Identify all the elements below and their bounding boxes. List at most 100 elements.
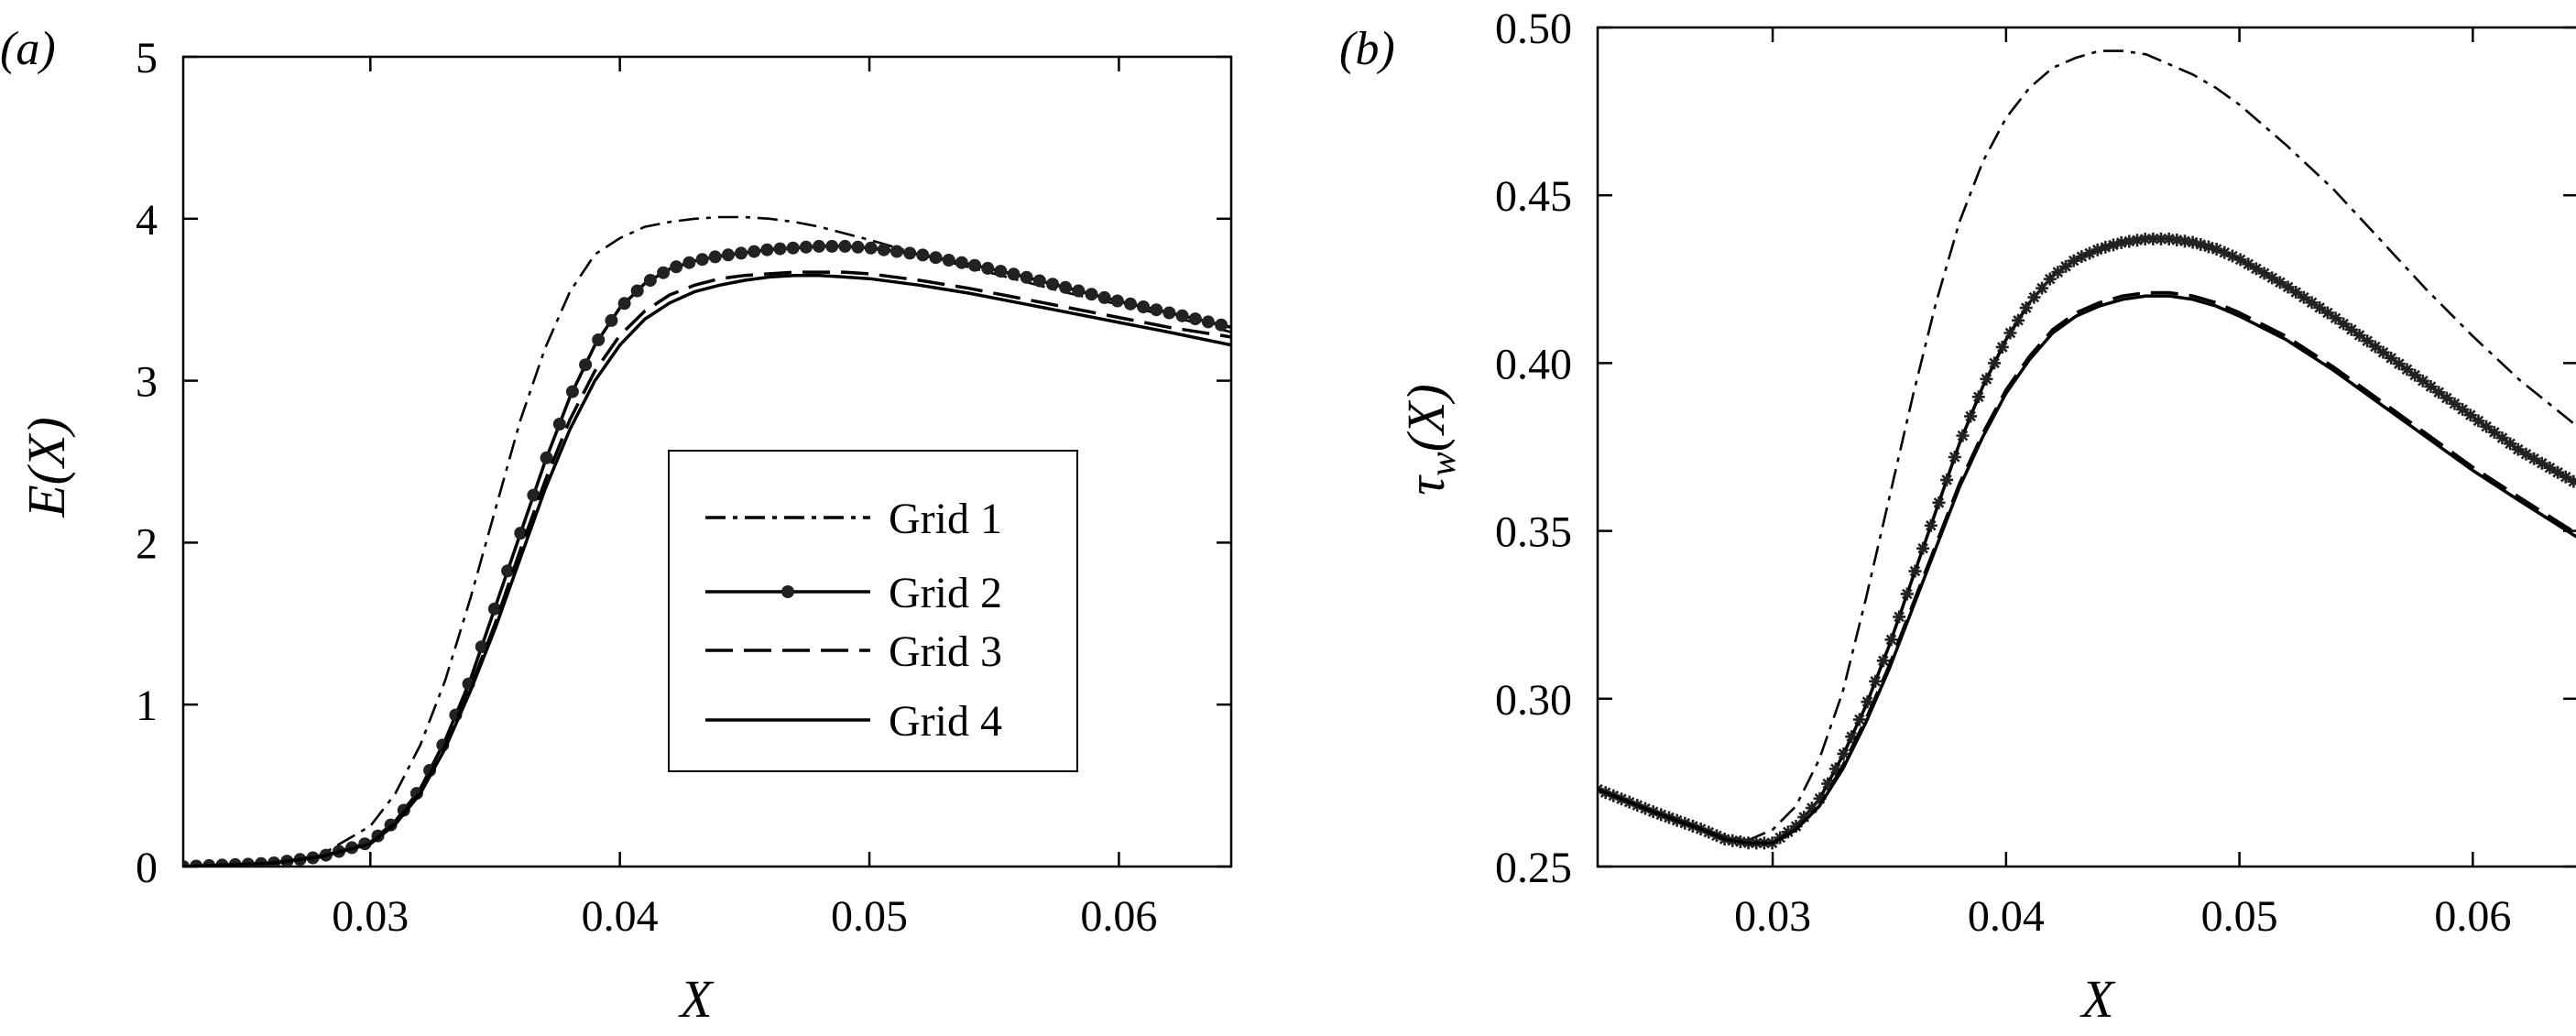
marker-b-2-115: [2504, 437, 2517, 451]
marker-b-2-45: [1948, 450, 1961, 463]
marker-b-2-52: [2003, 326, 2017, 340]
markers-b-grid2: [1598, 232, 2576, 850]
marker-a-2-32: [592, 333, 606, 346]
legend-label-grid1: Grid 1: [889, 495, 1002, 543]
marker-b-2-96: [2352, 328, 2366, 342]
marker-b-2-51: [1995, 340, 2009, 354]
ytick-label-b-3: 0.40: [1495, 340, 1572, 388]
marker-b-2-56: [2036, 281, 2049, 295]
marker-b-2-57: [2043, 272, 2057, 286]
marker-b-2-68: [2131, 234, 2145, 247]
marker-a-2-68: [1059, 280, 1073, 294]
marker-a-2-55: [890, 245, 903, 258]
legend-marker-grid2: [781, 585, 794, 598]
marker-b-2-94: [2337, 317, 2351, 331]
marker-b-2-50: [1988, 356, 2002, 370]
series-b-grid1: [1598, 49, 2576, 841]
marker-b-2-63: [2090, 243, 2104, 256]
marker-a-2-51: [838, 239, 852, 253]
panel-a-ylabel: E(X): [16, 417, 76, 518]
marker-b-2-69: [2138, 232, 2152, 245]
marker-a-2-41: [708, 250, 722, 264]
marker-b-2-44: [1940, 473, 1954, 486]
marker-b-2-95: [2344, 322, 2358, 336]
legend-item-grid1: Grid 1: [705, 495, 1002, 543]
marker-b-2-28: [1813, 791, 1827, 805]
marker-b-2-77: [2201, 240, 2215, 254]
panel-a-frame: [181, 55, 1233, 868]
marker-b-2-26: [1797, 811, 1811, 824]
marker-b-2-91: [2313, 300, 2327, 314]
marker-b-2-120: [2543, 461, 2557, 474]
legend-item-grid3: Grid 3: [705, 627, 1002, 676]
marker-b-2-42: [1924, 518, 1937, 532]
series-b-grid2: [1598, 237, 2576, 845]
marker-a-2-54: [877, 243, 890, 256]
ytick-label-a-2: 2: [136, 519, 158, 568]
marker-b-2-87: [2281, 280, 2295, 294]
marker-b-2-64: [2099, 240, 2112, 254]
legend-label-grid3: Grid 3: [889, 627, 1002, 676]
marker-b-2-105: [2424, 380, 2438, 394]
marker-b-2-70: [2146, 232, 2160, 245]
ytick-label-b-4: 0.45: [1495, 172, 1572, 221]
marker-a-2-75: [1150, 303, 1163, 317]
marker-a-2-38: [670, 260, 683, 274]
marker-a-2-63: [994, 265, 1008, 278]
marker-a-2-62: [981, 261, 995, 275]
marker-b-2-35: [1869, 674, 1883, 688]
marker-b-2-31: [1837, 747, 1850, 760]
ytick-label-a-3: 3: [136, 358, 158, 407]
marker-b-2-41: [1916, 541, 1930, 555]
marker-b-2-104: [2416, 374, 2429, 387]
marker-a-2-27: [527, 488, 540, 502]
marker-b-2-99: [2376, 345, 2390, 359]
marker-a-2-24: [487, 602, 501, 616]
marker-b-2-81: [2233, 253, 2247, 267]
marker-b-2-73: [2170, 234, 2184, 247]
marker-a-2-77: [1175, 309, 1189, 322]
marker-b-2-24: [1781, 825, 1795, 839]
marker-b-2-122: [2559, 470, 2572, 484]
marker-a-2-76: [1162, 306, 1176, 320]
legend-box: [668, 450, 1078, 772]
marker-a-2-33: [605, 313, 618, 327]
xtick-label-b-2: 0.05: [2201, 892, 2278, 941]
marker-a-2-65: [1020, 270, 1033, 284]
panel-a-series: [183, 215, 1231, 867]
marker-a-2-29: [552, 418, 566, 431]
marker-a-2-47: [786, 241, 800, 255]
marker-b-2-30: [1828, 762, 1842, 776]
panel-a-chart: (a) 0.03 0.04 0.05 0.06 0 1 2 3 4 5 X E(X) Grid 1…: [0, 23, 1233, 1029]
marker-b-2-66: [2114, 235, 2128, 249]
ytick-label-b-0: 0.25: [1495, 844, 1572, 892]
marker-b-2-111: [2472, 414, 2485, 428]
panel-b-chart: (b) 0.03 0.04 0.05 0.06 0.25 0.30 0.35 0.40 0.45…: [1339, 5, 2576, 1029]
marker-b-2-29: [1821, 777, 1835, 791]
marker-b-2-118: [2527, 452, 2541, 465]
panel-b-frame: [1596, 26, 2576, 868]
marker-a-2-35: [630, 284, 644, 298]
xtick-label-b-1: 0.04: [1968, 892, 2045, 941]
xtick-label-a-3: 0.06: [1080, 892, 1157, 941]
marker-a-2-46: [773, 242, 787, 256]
marker-b-2-36: [1876, 654, 1890, 668]
marker-b-2-108: [2448, 397, 2461, 410]
marker-b-2-49: [1980, 372, 1993, 386]
marker-b-2-33: [1852, 713, 1866, 726]
marker-a-2-39: [682, 256, 696, 269]
panel-a-xlabel: X: [678, 969, 715, 1029]
marker-b-2-34: [1861, 695, 1874, 709]
ytick-label-a-0: 0: [136, 844, 158, 892]
xtick-label-a-2: 0.05: [831, 892, 908, 941]
marker-a-2-80: [1215, 318, 1228, 332]
marker-a-2-70: [1085, 288, 1098, 301]
marker-b-2-76: [2194, 237, 2208, 251]
marker-b-2-78: [2210, 243, 2223, 256]
marker-b-2-54: [2019, 301, 2033, 315]
panel-b-ylabel: τw(X): [1396, 384, 1463, 496]
xtick-label-b-0: 0.03: [1734, 892, 1811, 941]
marker-b-2-58: [2051, 266, 2065, 279]
marker-a-2-34: [617, 297, 631, 311]
marker-b-2-116: [2511, 442, 2525, 456]
